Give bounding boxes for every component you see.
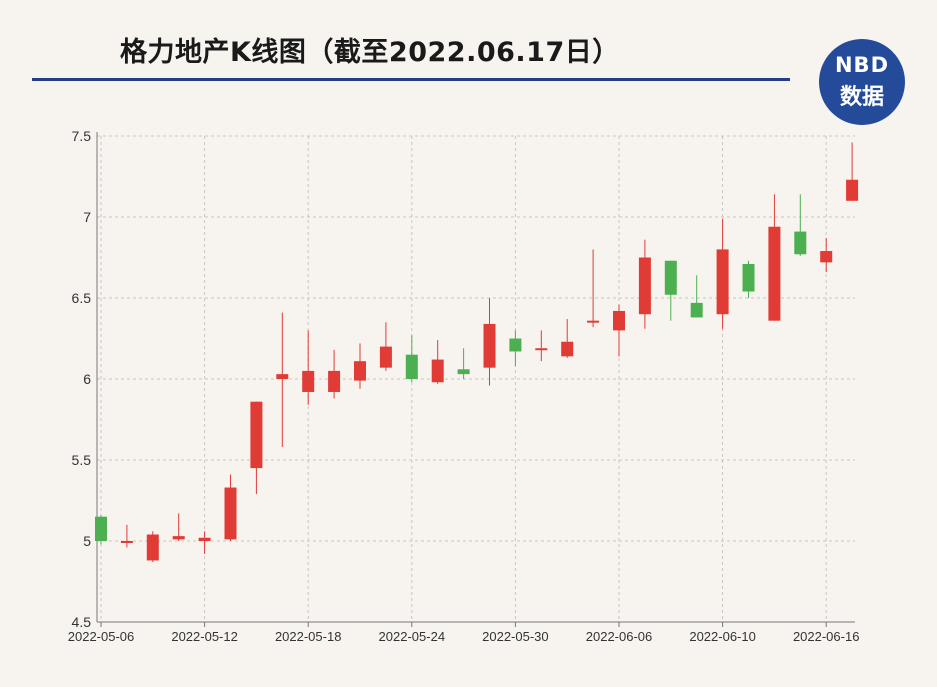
candle-body: [742, 263, 755, 292]
candle-body: [457, 369, 470, 375]
candles: [95, 142, 859, 563]
x-tick-label: 2022-05-24: [379, 629, 446, 644]
candle-3: [172, 513, 185, 541]
candle-10: [354, 343, 366, 389]
candle-body: [120, 541, 133, 543]
candle-body: [483, 323, 496, 368]
candle-body: [768, 226, 781, 321]
candle-body: [198, 537, 211, 541]
candle-23: [690, 275, 703, 318]
candle-7: [276, 312, 289, 448]
candle-body: [613, 310, 625, 331]
candle-body: [638, 257, 651, 315]
candle-15: [483, 298, 496, 386]
candle-body: [431, 359, 444, 383]
candle-27: [794, 194, 807, 256]
candle-14: [457, 348, 470, 379]
x-tick-label: 2022-06-06: [586, 629, 653, 644]
candle-4: [198, 531, 211, 554]
candle-body: [379, 346, 392, 368]
candle-body: [354, 361, 366, 381]
candle-body: [561, 341, 574, 357]
candle-18: [561, 319, 574, 358]
candle-body: [328, 370, 341, 392]
candle-6: [250, 401, 263, 495]
candle-20: [613, 304, 625, 357]
candle-body: [664, 260, 677, 295]
candle-9: [328, 349, 341, 399]
candle-body: [146, 534, 159, 561]
candle-24: [716, 218, 729, 329]
y-tick-label: 6.5: [72, 290, 92, 306]
candle-12: [405, 335, 418, 383]
candle-28: [820, 238, 833, 273]
candle-29: [846, 142, 859, 201]
axes: [96, 132, 855, 623]
page-title: 格力地产K线图（截至2022.06.17日）: [120, 37, 620, 68]
y-tick-labels: 4.5 5 5.5 6 6.5 7 7.5: [72, 128, 92, 630]
candle-body: [302, 370, 315, 392]
x-tick-label: 2022-05-18: [275, 629, 342, 644]
candle-2: [146, 531, 159, 563]
candle-body: [509, 338, 522, 352]
y-tick-label: 5.5: [72, 452, 92, 468]
candle-13: [431, 340, 444, 384]
candle-body: [276, 374, 289, 379]
candle-5: [224, 474, 237, 541]
nbd-data-logo: NBD 数据: [819, 39, 905, 125]
y-tick-label: 4.5: [72, 614, 92, 630]
y-tick-label: 7: [83, 209, 91, 225]
candle-body: [794, 231, 807, 255]
candle-16: [509, 330, 522, 367]
candle-0: [95, 515, 107, 545]
logo-line-1: NBD: [834, 53, 889, 77]
y-tick-label: 5: [83, 533, 91, 549]
candle-22: [664, 260, 677, 321]
candle-25: [742, 260, 755, 298]
x-tick-label: 2022-05-30: [482, 629, 549, 644]
candle-17: [535, 330, 548, 362]
candle-8: [302, 330, 315, 405]
candle-body: [405, 354, 418, 379]
candle-body: [172, 536, 185, 540]
candle-26: [768, 194, 781, 321]
grid-lines: [97, 135, 855, 622]
x-tick-labels: 2022-05-06 2022-05-12 2022-05-18 2022-05-24…: [68, 622, 860, 644]
candle-body: [587, 320, 600, 323]
x-tick-label: 2022-05-06: [68, 629, 135, 644]
x-tick-label: 2022-06-10: [689, 629, 756, 644]
candle-11: [379, 322, 392, 371]
candle-21: [638, 239, 651, 329]
y-tick-label: 6: [83, 371, 91, 387]
y-tick-label: 7.5: [72, 128, 92, 144]
candle-body: [95, 516, 107, 541]
candle-body: [224, 487, 237, 540]
candle-body: [690, 302, 703, 318]
candle-1: [120, 524, 133, 548]
x-tick-label: 2022-05-12: [171, 629, 238, 644]
candle-body: [250, 401, 263, 469]
title-divider: [32, 78, 790, 81]
candle-body: [716, 249, 729, 315]
logo-line-2: 数据: [839, 85, 884, 110]
candle-body: [820, 251, 833, 263]
x-tick-label: 2022-06-16: [793, 629, 860, 644]
candle-body: [535, 348, 548, 351]
candle-body: [846, 179, 859, 201]
candle-19: [587, 249, 600, 328]
